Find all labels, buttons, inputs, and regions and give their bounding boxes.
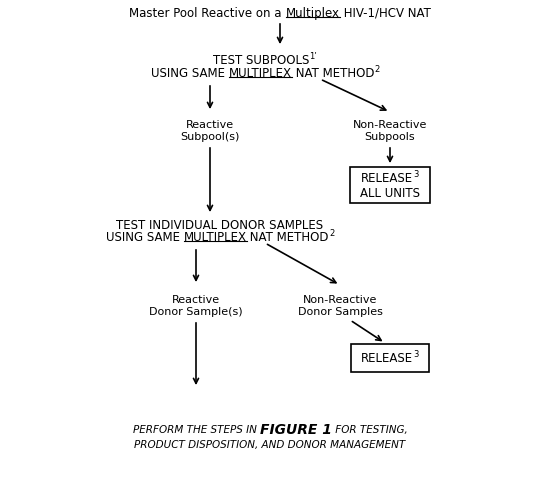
Bar xyxy=(351,344,429,372)
Text: HIV-1/HCV NAT: HIV-1/HCV NAT xyxy=(340,6,431,19)
Text: Master Pool Reactive on a: Master Pool Reactive on a xyxy=(129,6,286,19)
Text: MULTIPLEX: MULTIPLEX xyxy=(228,67,292,80)
Text: Non-Reactive: Non-Reactive xyxy=(353,120,427,130)
Text: NAT METHOD: NAT METHOD xyxy=(292,67,374,80)
Text: 1’: 1’ xyxy=(309,52,317,61)
Text: Subpool(s): Subpool(s) xyxy=(180,132,240,142)
Text: Subpools: Subpools xyxy=(365,132,416,142)
Text: TEST INDIVIDUAL DONOR SAMPLES: TEST INDIVIDUAL DONOR SAMPLES xyxy=(116,219,324,232)
Text: Reactive: Reactive xyxy=(186,120,234,130)
Bar xyxy=(350,167,430,203)
Text: Multiplex: Multiplex xyxy=(286,6,340,19)
Text: ALL UNITS: ALL UNITS xyxy=(360,186,420,200)
Text: RELEASE: RELEASE xyxy=(361,171,413,184)
Text: 3: 3 xyxy=(413,350,419,359)
Text: MULTIPLEX: MULTIPLEX xyxy=(184,231,246,244)
Text: 3: 3 xyxy=(413,170,419,179)
Text: USING SAME: USING SAME xyxy=(151,67,228,80)
Text: PERFORM THE STEPS IN: PERFORM THE STEPS IN xyxy=(133,425,260,435)
Text: PRODUCT DISPOSITION, AND DONOR MANAGEMENT: PRODUCT DISPOSITION, AND DONOR MANAGEMEN… xyxy=(134,440,405,450)
Text: NAT METHOD: NAT METHOD xyxy=(246,231,329,244)
Text: Donor Sample(s): Donor Sample(s) xyxy=(149,307,243,317)
Text: 2: 2 xyxy=(374,65,379,74)
Text: RELEASE: RELEASE xyxy=(361,352,413,365)
Text: Reactive: Reactive xyxy=(172,295,220,305)
Text: USING SAME: USING SAME xyxy=(106,231,184,244)
Text: TEST SUBPOOLS: TEST SUBPOOLS xyxy=(213,53,309,67)
Text: FOR TESTING,: FOR TESTING, xyxy=(332,425,407,435)
Text: 2: 2 xyxy=(329,229,334,238)
Text: Non-Reactive: Non-Reactive xyxy=(303,295,377,305)
Text: FIGURE 1: FIGURE 1 xyxy=(260,423,332,437)
Text: Donor Samples: Donor Samples xyxy=(297,307,382,317)
